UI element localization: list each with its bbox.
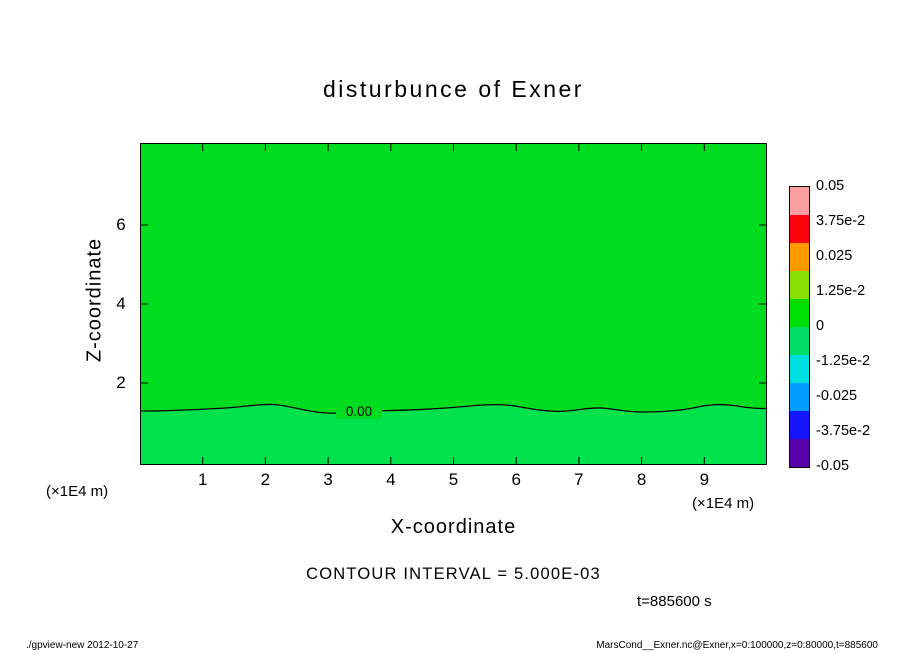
colorbar-segment	[790, 243, 809, 271]
x-tick-label-5: 5	[448, 470, 459, 489]
zero-contour-line	[139, 403, 768, 414]
footer-program-stamp: ./gpview-new 2012-10-27	[26, 640, 139, 651]
colorbar	[789, 186, 810, 468]
y-tick-label-6: 6	[116, 215, 126, 234]
colorbar-tick-label: 0.025	[816, 248, 853, 264]
colorbar-tick-label: -1.25e-2	[816, 353, 871, 369]
contour-interval-caption: CONTOUR INTERVAL = 5.000E-03	[306, 565, 601, 583]
contour-plot-svg: 0.00	[139, 143, 768, 465]
colorbar-tick-label: 0.05	[816, 178, 845, 194]
x-axis-title: X-coordinate	[390, 516, 517, 538]
colorbar-segment	[790, 187, 809, 215]
colorbar-tick-label: 1.25e-2	[816, 283, 866, 299]
y-axis-unit-label: (×1E4 m)	[46, 483, 109, 500]
colorbar-tick-label: 3.75e-2	[816, 213, 866, 229]
colorbar-tick-label: -3.75e-2	[816, 423, 871, 439]
y-axis-ticks	[140, 224, 767, 384]
x-tick-label-7: 7	[574, 470, 584, 489]
colorbar-segment	[790, 299, 809, 327]
y-tick-label-2: 2	[116, 373, 126, 392]
plot-frame	[140, 143, 767, 465]
zero-contour-label: 0.00	[346, 404, 372, 419]
colorbar-segment	[790, 411, 809, 439]
y-tick-label-4: 4	[116, 294, 126, 313]
footer-data-source-stamp: MarsCond__Exner.nc@Exner,x=0:100000,z=0:…	[596, 640, 878, 651]
x-tick-row: 1 2 3 4 5 6 7 8 9	[140, 470, 767, 492]
x-tick-label-3: 3	[323, 470, 333, 489]
colorbar-segment	[790, 355, 809, 383]
x-tick-label-8: 8	[636, 470, 647, 489]
colorbar-segment	[790, 271, 809, 299]
colorbar-segment	[790, 215, 809, 243]
contour-label-background	[336, 403, 382, 419]
colorbar-segment	[790, 439, 809, 467]
x-tick-label-6: 6	[511, 470, 521, 489]
plot-area: 0.00	[139, 143, 768, 465]
colorbar-labels: 0.05 3.75e-2 0.025 1.25e-2 0 -1.25e-2 -0…	[816, 178, 896, 474]
x-tick-label-1: 1	[197, 470, 208, 489]
colorbar-segment	[790, 327, 809, 355]
time-caption: t=885600 s	[637, 593, 712, 610]
x-tick-label-2: 2	[260, 470, 271, 489]
colorbar-tick-label: 0	[816, 318, 825, 334]
colorbar-tick-label: -0.025	[816, 388, 858, 404]
x-axis-ticks	[202, 143, 705, 465]
x-tick-label-9: 9	[699, 470, 710, 489]
colorbar-segment	[790, 383, 809, 411]
plot-title: disturbunce of Exner	[323, 76, 584, 102]
x-axis-unit-label: (×1E4 m)	[692, 495, 755, 512]
field-below-zero-region	[140, 404, 767, 465]
colorbar-tick-label: -0.05	[816, 458, 850, 474]
x-tick-label-4: 4	[386, 470, 396, 489]
